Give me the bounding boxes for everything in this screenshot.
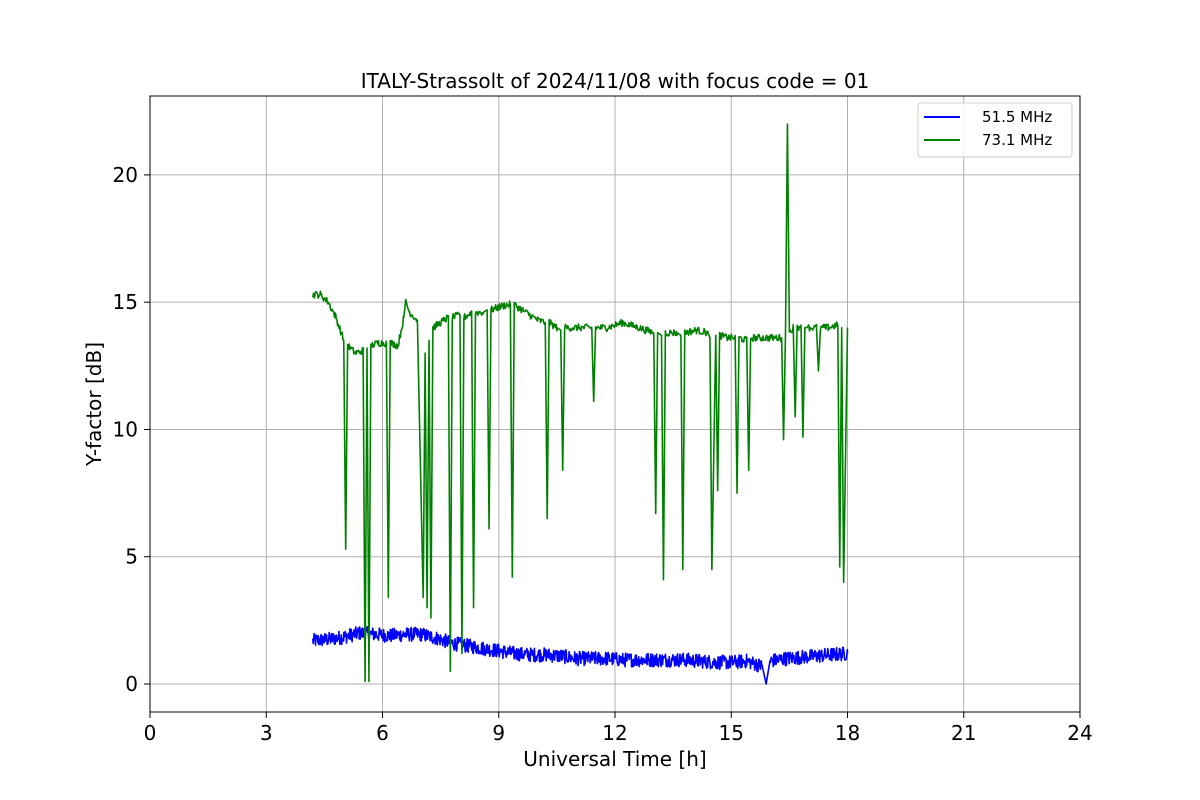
x-axis-label: Universal Time [h]: [523, 747, 706, 771]
plot-series: [311, 123, 849, 685]
x-tick-label: 21: [951, 721, 976, 745]
chart-title: ITALY-Strassolt of 2024/11/08 with focus…: [361, 69, 870, 93]
y-tick-label: 15: [113, 290, 138, 314]
x-tick-label: 9: [492, 721, 505, 745]
series-line-73-1-mhz: [311, 123, 849, 683]
y-tick-label: 5: [125, 545, 138, 569]
x-tick-label: 15: [719, 721, 744, 745]
series-line-51-5-mhz: [311, 625, 849, 685]
y-tick-label: 10: [113, 417, 138, 441]
legend: 51.5 MHz 73.1 MHz: [917, 102, 1073, 158]
x-tick-label: 18: [835, 721, 860, 745]
legend-label-73-1: 73.1 MHz: [982, 131, 1052, 149]
x-tick-label: 24: [1067, 721, 1092, 745]
x-tick-label: 0: [144, 721, 157, 745]
axis-ticks: 0 3 6 9 12 15 18 21 24 0 5 10 15 20: [113, 163, 1093, 745]
x-tick-label: 12: [602, 721, 627, 745]
x-tick-label: 6: [376, 721, 389, 745]
y-tick-label: 20: [113, 163, 138, 187]
legend-label-51-5: 51.5 MHz: [982, 108, 1052, 126]
x-tick-label: 3: [260, 721, 273, 745]
y-axis-label: Y-factor [dB]: [82, 342, 106, 467]
y-tick-label: 0: [125, 672, 138, 696]
